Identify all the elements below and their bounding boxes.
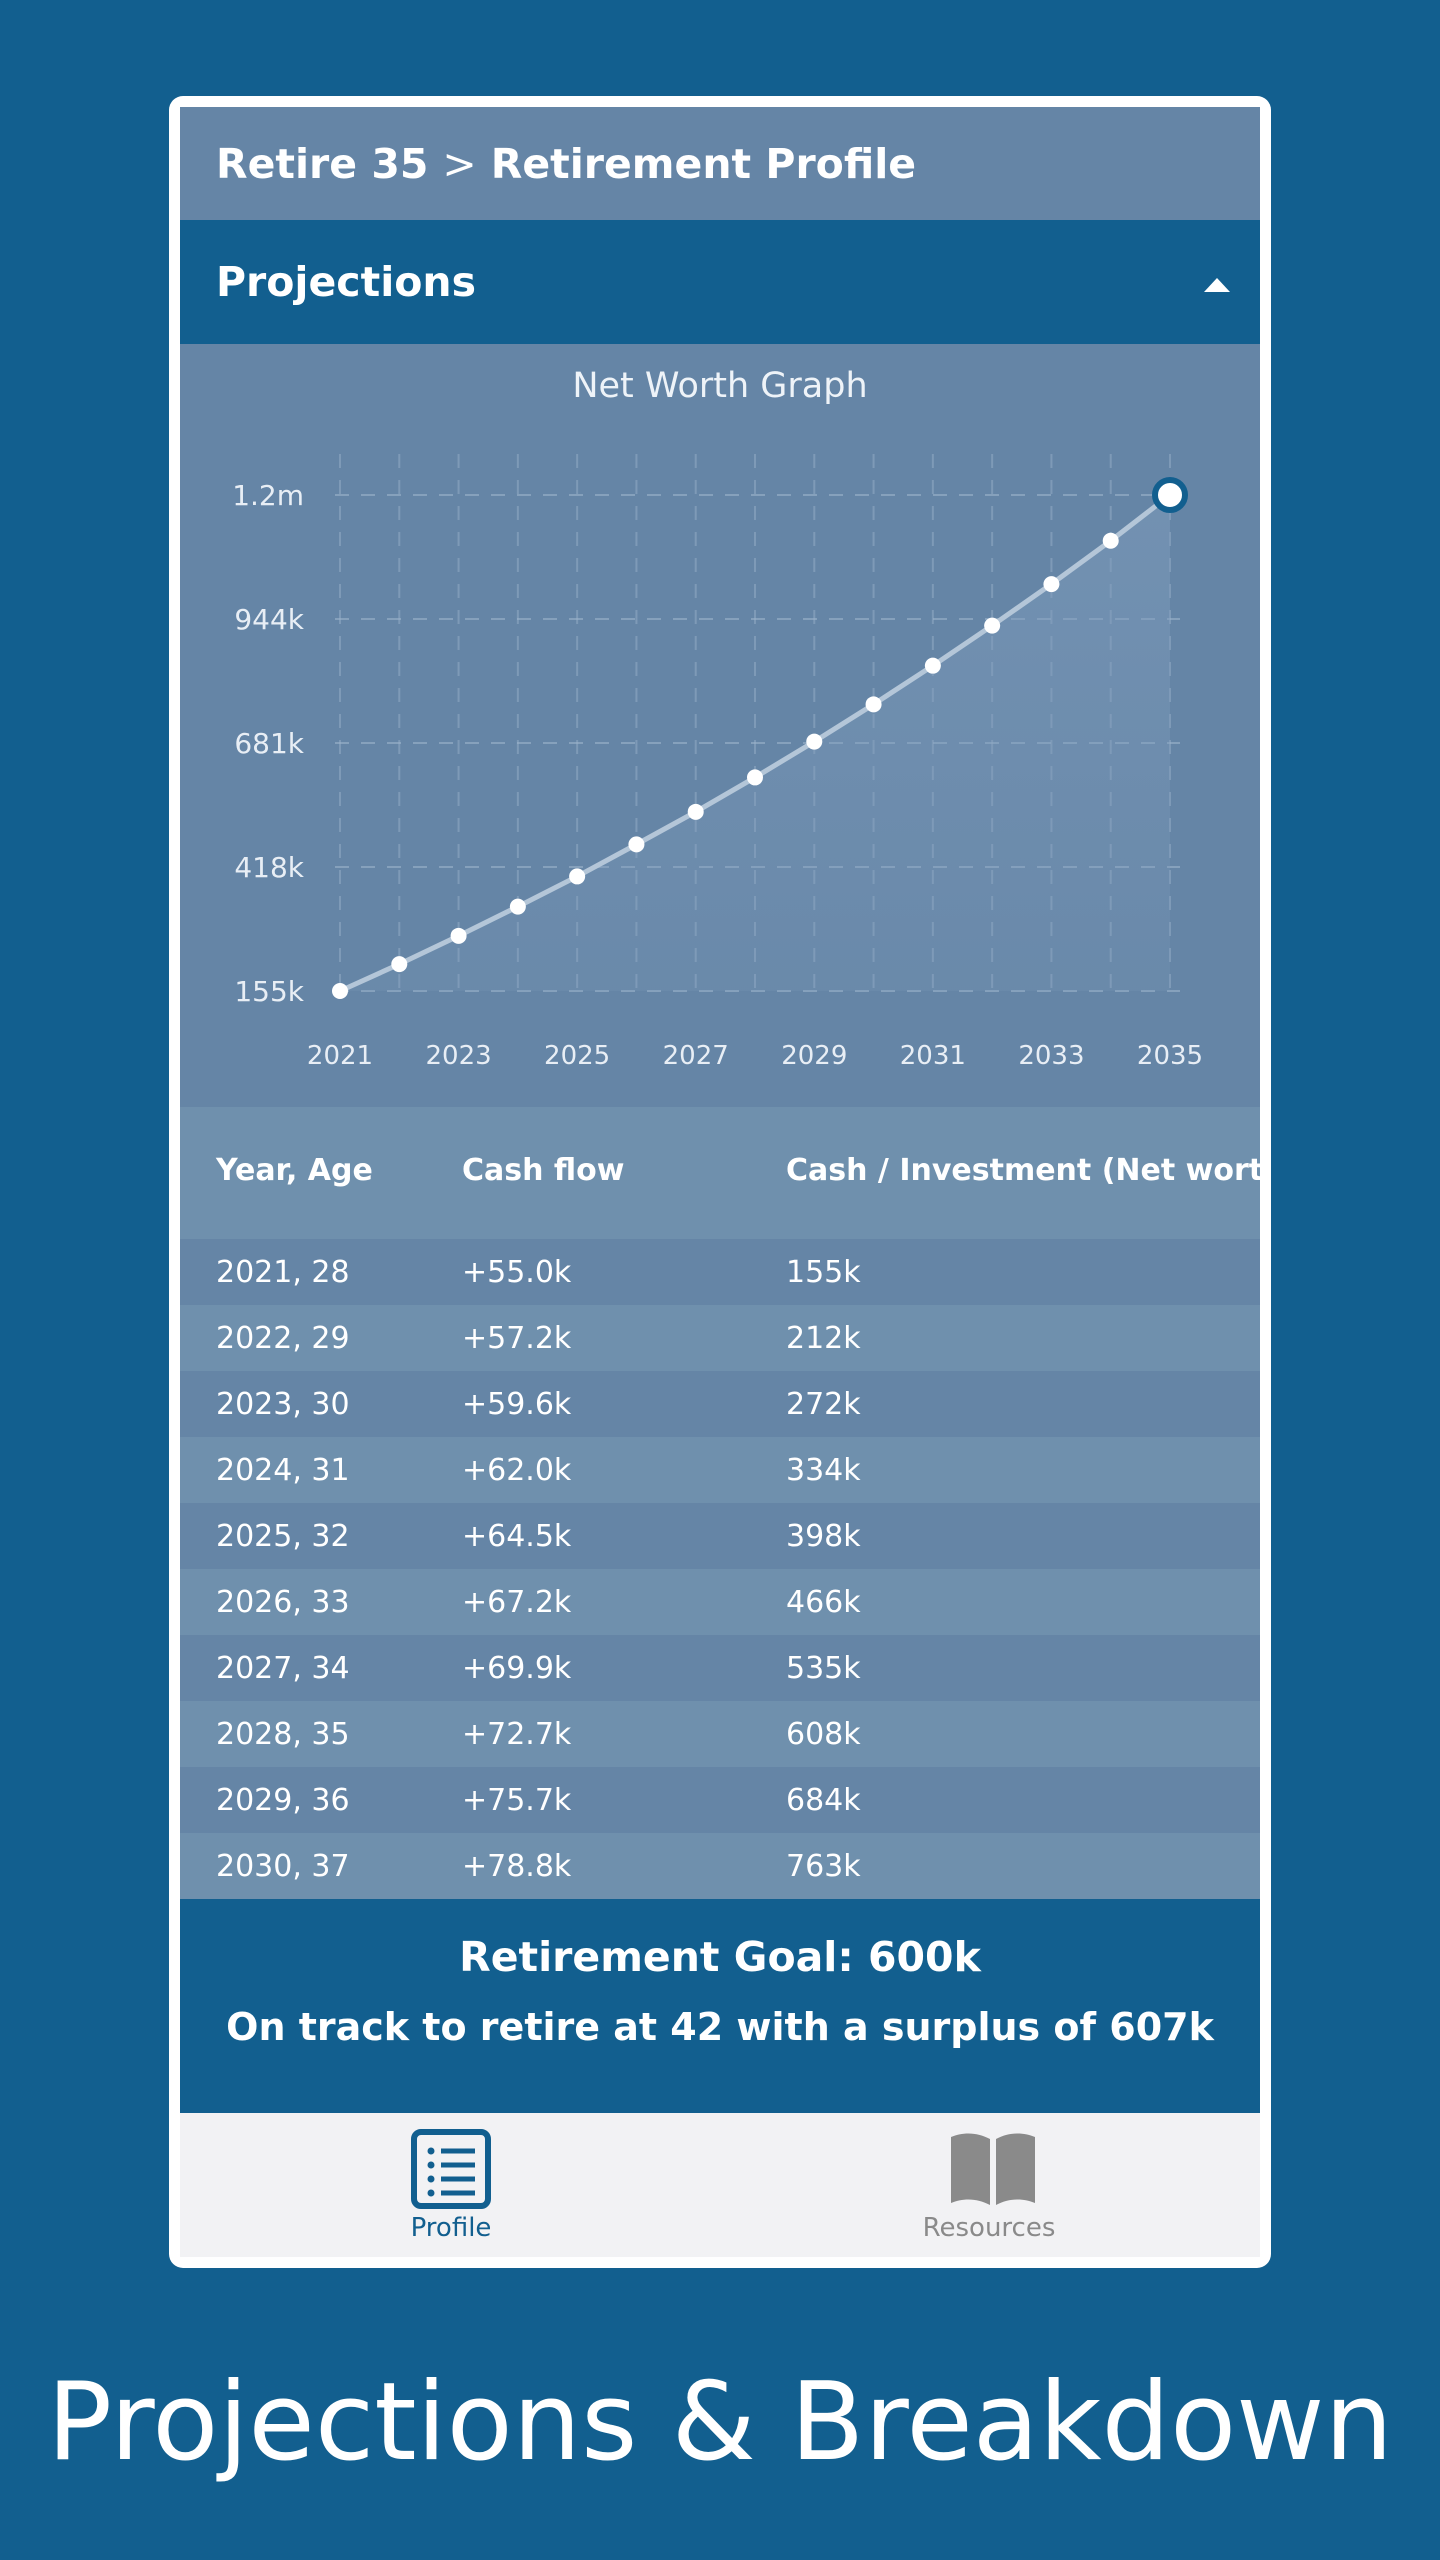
net-worth-chart: Net Worth Graph 155k 418k 681k 944k 1.2m 2021… [180, 344, 1260, 1107]
data-point [806, 733, 823, 750]
section-title: Projections [216, 258, 477, 306]
tab-profile[interactable]: Profile [271, 2113, 631, 2257]
tab-profile-label: Profile [410, 2213, 492, 2243]
cell-cash-flow: +78.8k [462, 1849, 572, 1884]
bottom-tab-bar: Profile Resources [180, 2113, 1260, 2257]
cell-cash-flow: +64.5k [462, 1519, 572, 1554]
x-tick-label: 2031 [900, 1041, 966, 1071]
cell-cash-flow: +67.2k [462, 1585, 572, 1620]
cell-net-worth: 334k [786, 1453, 861, 1488]
x-tick-label: 2029 [781, 1041, 847, 1071]
table-row: 2029, 36 +75.7k 684k [180, 1767, 1260, 1833]
cell-net-worth: 212k [786, 1321, 861, 1356]
list-icon [411, 2129, 491, 2209]
y-tick-label: 944k [234, 603, 304, 636]
cell-year-age: 2026, 33 [216, 1585, 350, 1620]
cell-net-worth: 155k [786, 1255, 861, 1290]
table-row: 2027, 34 +69.9k 535k [180, 1635, 1260, 1701]
data-point [332, 983, 348, 999]
x-tick-label: 2021 [307, 1041, 373, 1071]
data-point [1043, 576, 1060, 593]
cell-cash-flow: +69.9k [462, 1651, 572, 1686]
phone-frame: Retire 35 > Retirement Profile Projectio… [169, 96, 1271, 2268]
data-point [509, 898, 526, 915]
cell-year-age: 2028, 35 [216, 1717, 350, 1752]
table-row: 2024, 31 +62.0k 334k [180, 1437, 1260, 1503]
chart-title: Net Worth Graph [572, 366, 868, 406]
cell-cash-flow: +72.7k [462, 1717, 572, 1752]
cell-net-worth: 535k [786, 1651, 861, 1686]
cell-year-age: 2029, 36 [216, 1783, 350, 1818]
data-point [865, 696, 882, 713]
data-point [687, 803, 704, 820]
cell-year-age: 2023, 30 [216, 1387, 350, 1422]
table-row: 2021, 28 +55.0k 155k [180, 1239, 1260, 1305]
breadcrumb-separator: > [442, 139, 477, 188]
x-tick-label: 2025 [544, 1041, 610, 1071]
table-row: 2022, 29 +57.2k 212k [180, 1305, 1260, 1371]
table-row: 2028, 35 +72.7k 608k [180, 1701, 1260, 1767]
y-tick-label: 155k [234, 975, 304, 1008]
retirement-summary: Retirement Goal: 600k On track to retire… [180, 1899, 1260, 2113]
data-point [1102, 532, 1119, 549]
series-area [340, 495, 1170, 991]
cell-cash-flow: +75.7k [462, 1783, 572, 1818]
cell-year-age: 2030, 37 [216, 1849, 350, 1884]
cell-cash-flow: +57.2k [462, 1321, 572, 1356]
breadcrumb-root[interactable]: Retire 35 [216, 139, 429, 188]
table-row: 2026, 33 +67.2k 466k [180, 1569, 1260, 1635]
table-row: 2025, 32 +64.5k 398k [180, 1503, 1260, 1569]
table-row: 2030, 37 +78.8k 763k [180, 1833, 1260, 1899]
projections-section-header[interactable]: Projections [180, 220, 1260, 344]
table-row: 2023, 30 +59.6k 272k [180, 1371, 1260, 1437]
retirement-status: On track to retire at 42 with a surplus … [226, 2005, 1214, 2049]
retirement-goal: Retirement Goal: 600k [459, 1933, 981, 1981]
y-tick-label: 418k [234, 851, 304, 884]
data-point [450, 927, 467, 944]
table-body: 2021, 28 +55.0k 155k 2022, 29 +57.2k 212… [180, 1239, 1260, 1899]
app-bar: Retire 35 > Retirement Profile [180, 107, 1260, 220]
tab-resources-label: Resources [922, 2213, 1056, 2243]
header-cash-flow: Cash flow [462, 1153, 625, 1188]
cell-net-worth: 398k [786, 1519, 861, 1554]
cell-year-age: 2027, 34 [216, 1651, 350, 1686]
y-tick-label: 1.2m [232, 479, 304, 512]
chevron-up-icon[interactable] [1204, 278, 1230, 292]
cell-year-age: 2024, 31 [216, 1453, 350, 1488]
app-screen: Retire 35 > Retirement Profile Projectio… [180, 107, 1260, 2257]
book-icon [951, 2133, 1035, 2205]
cell-cash-flow: +55.0k [462, 1255, 572, 1290]
cell-net-worth: 608k [786, 1717, 861, 1752]
promo-caption: Projections & Breakdown [47, 2360, 1393, 2485]
data-point [628, 836, 645, 853]
data-point [924, 657, 941, 674]
cell-net-worth: 763k [786, 1849, 861, 1884]
x-tick-label: 2027 [663, 1041, 729, 1071]
y-tick-label: 681k [234, 727, 304, 760]
x-tick-label: 2023 [425, 1041, 491, 1071]
chart-canvas: 155k 418k 681k 944k 1.2m 2021 2023 2025 2027 2029… [232, 454, 1203, 1071]
x-tick-label: 2033 [1018, 1041, 1084, 1071]
cell-net-worth: 466k [786, 1585, 861, 1620]
data-point [984, 617, 1001, 634]
cell-year-age: 2022, 29 [216, 1321, 350, 1356]
cell-net-worth: 684k [786, 1783, 861, 1818]
cell-cash-flow: +59.6k [462, 1387, 572, 1422]
x-tick-label: 2035 [1137, 1041, 1203, 1071]
cell-year-age: 2025, 32 [216, 1519, 350, 1554]
header-year-age: Year, Age [216, 1153, 373, 1188]
cell-cash-flow: +62.0k [462, 1453, 572, 1488]
cell-net-worth: 272k [786, 1387, 861, 1422]
page-title: Retirement Profile [490, 139, 917, 188]
data-point [569, 868, 586, 885]
table-header: Year, Age Cash flow Cash / Investment (N… [180, 1107, 1260, 1239]
cell-year-age: 2021, 28 [216, 1255, 350, 1290]
header-net-worth: Cash / Investment (Net worth) [786, 1153, 1260, 1188]
data-point [747, 769, 763, 786]
data-point-highlight [1152, 477, 1188, 513]
tab-resources[interactable]: Resources [809, 2113, 1169, 2257]
data-point [391, 956, 408, 973]
